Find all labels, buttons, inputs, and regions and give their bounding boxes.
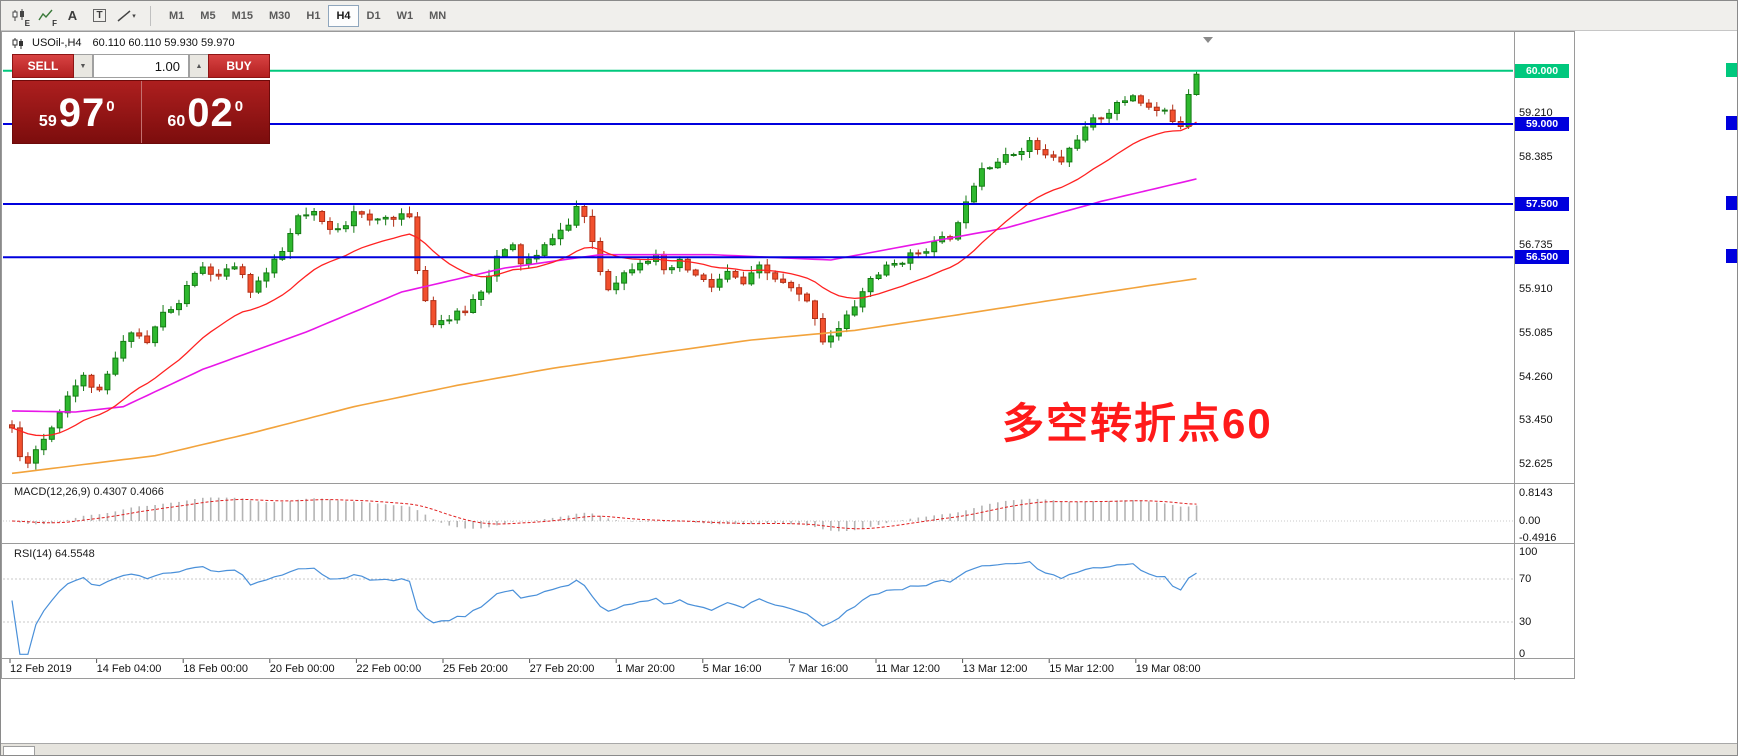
price-scale-label: 54.260 — [1519, 370, 1553, 383]
price-line-badge: 59.000 — [1515, 117, 1569, 131]
buy-price-point: 0 — [234, 98, 244, 115]
price-scale-label: 58.385 — [1519, 150, 1553, 163]
price-line-badge: 57.500 — [1515, 196, 1569, 211]
rsi-indicator-label: RSI(14) 64.5548 — [14, 548, 95, 560]
macd-scale-label: -0.4916 — [1519, 531, 1557, 544]
sell-price-pips: 97 — [58, 91, 106, 135]
text-label-icon[interactable]: T — [86, 4, 113, 28]
price-scale-label: 52.625 — [1519, 457, 1553, 470]
price-line-badge: 56.500 — [1515, 250, 1569, 265]
timeframe-button-h4[interactable]: H4 — [328, 4, 359, 27]
rsi-scale-label: 0 — [1519, 648, 1526, 661]
timeframe-button-d1[interactable]: D1 — [366, 9, 381, 22]
chart-symbol-icon — [12, 37, 23, 49]
background-line-badge — [1726, 195, 1737, 210]
price-scale-label: 59.210 — [1519, 106, 1553, 119]
price-scale-label: 56.735 — [1519, 238, 1553, 251]
rsi-scale-label: 70 — [1519, 573, 1532, 585]
time-axis-label: 11 Mar 12:00 — [876, 663, 941, 675]
timeframe-button-m30[interactable]: M30 — [268, 9, 291, 22]
toolbar-separator — [150, 5, 151, 26]
price-scale-label: 53.450 — [1519, 413, 1553, 426]
time-axis-label: 13 Mar 12:00 — [962, 663, 1028, 675]
time-axis-label: 12 Feb 2019 — [10, 663, 72, 675]
timeframe-button-m1[interactable]: M1 — [169, 9, 185, 22]
chart-header: USOil-,H4 60.110 60.110 59.930 59.970 — [12, 37, 235, 49]
ohlc-values: 60.110 60.110 59.930 59.970 — [92, 37, 235, 49]
price-scale-label: 55.085 — [1519, 326, 1553, 339]
background-window — [1575, 31, 1737, 679]
rsi-scale-label: 30 — [1519, 616, 1532, 628]
time-axis-label: 25 Feb 20:00 — [443, 663, 508, 675]
timeframe-button-mn[interactable]: MN — [429, 9, 447, 22]
chart-svg — [2, 32, 1576, 680]
status-cell — [3, 745, 35, 755]
time-axis-label: 27 Feb 20:00 — [529, 663, 595, 675]
symbol-timeframe-label: USOil-,H4 — [32, 37, 82, 49]
status-bar — [1, 743, 1737, 755]
buy-button[interactable]: BUY — [208, 54, 270, 78]
chart-window: USOil-,H4 60.110 60.110 59.930 59.970 SE… — [1, 31, 1576, 680]
candlestick-chart-icon[interactable]: E — [5, 4, 32, 28]
volume-dropdown-button[interactable]: ▼ — [74, 54, 93, 78]
sell-price-whole: 59 — [38, 113, 57, 130]
price-line-badge: 60.000 — [1515, 63, 1569, 78]
macd-indicator-label: MACD(12,26,9) 0.4307 0.4066 — [14, 486, 164, 498]
time-axis-label: 15 Mar 12:00 — [1049, 663, 1115, 675]
indicators-icon[interactable]: F — [32, 4, 59, 28]
timeframe-button-m5[interactable]: M5 — [200, 9, 216, 22]
volume-up-button[interactable]: ▲ — [189, 54, 208, 78]
buy-price-display[interactable]: 60 02 0 — [142, 81, 270, 143]
background-line-badge — [1726, 249, 1737, 264]
background-line-badge — [1726, 116, 1737, 130]
sell-button[interactable]: SELL — [12, 54, 74, 78]
macd-scale-label: 0.00 — [1519, 515, 1541, 527]
volume-input[interactable] — [93, 54, 189, 78]
background-line-badge — [1726, 62, 1737, 77]
sell-price-point: 0 — [106, 98, 115, 115]
time-axis-label: 5 Mar 16:00 — [702, 663, 762, 675]
toolbar-icon-group: E F A T ▾ — [5, 4, 140, 28]
one-click-trade-panel: SELL ▼ ▲ BUY 59 97 0 60 02 0 — [12, 54, 270, 144]
rsi-scale-label: 100 — [1519, 546, 1538, 558]
buy-price-pips: 02 — [187, 91, 234, 135]
trade-panel-prices: 59 97 0 60 02 0 — [12, 80, 270, 144]
chart-text-annotation: 多空转折点60 — [1002, 400, 1273, 447]
macd-scale-label: 0.8143 — [1519, 487, 1553, 500]
time-axis-label: 1 Mar 20:00 — [616, 663, 675, 675]
timeframe-group: M1 M5 M15 M30 H1 H4 D1 W1 MN — [161, 4, 454, 27]
timeframe-button-h1[interactable]: H1 — [306, 9, 321, 22]
timeframe-button-m15[interactable]: M15 — [231, 9, 253, 22]
time-axis-label: 19 Mar 08:00 — [1135, 663, 1201, 675]
time-axis-label: 18 Feb 00:00 — [183, 663, 249, 675]
time-axis-label: 20 Feb 00:00 — [269, 663, 335, 675]
sell-price-display[interactable]: 59 97 0 — [13, 81, 142, 143]
toolbar: E F A T ▾ M1 M5 M15 M30 H1 H4 D1 W1 MN — [1, 1, 1737, 31]
time-axis-label: 7 Mar 16:00 — [789, 663, 849, 675]
insert-text-icon[interactable]: A — [67, 8, 78, 23]
time-axis-label: 14 Feb 04:00 — [96, 663, 162, 675]
time-axis-label: 22 Feb 00:00 — [356, 663, 422, 675]
buy-price-whole: 60 — [167, 113, 186, 130]
timeframe-button-w1[interactable]: W1 — [396, 9, 414, 22]
trendline-tools-icon[interactable]: ▾ — [113, 4, 140, 28]
price-scale-label: 55.910 — [1519, 282, 1553, 295]
trade-panel-controls: SELL ▼ ▲ BUY — [12, 54, 270, 78]
